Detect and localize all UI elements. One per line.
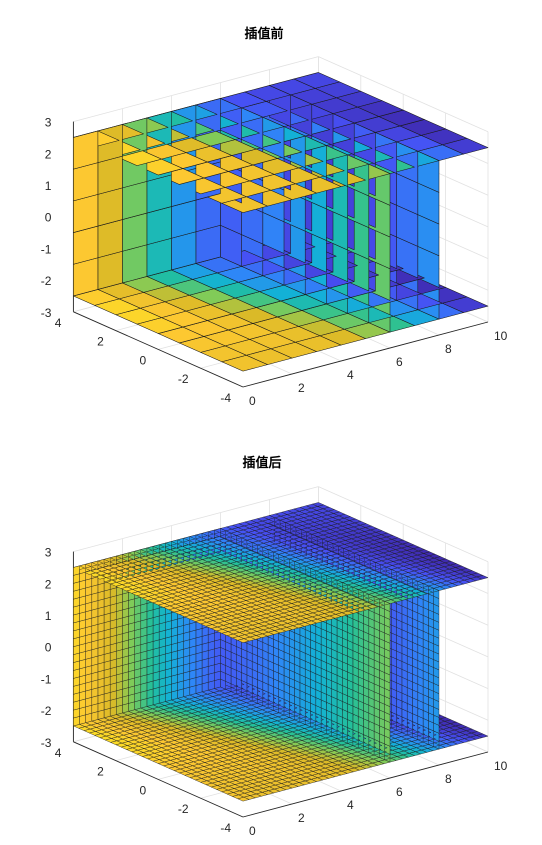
x-tick-label: 8 bbox=[445, 772, 452, 786]
grid-line bbox=[318, 56, 489, 133]
z-tick-label: 2 bbox=[45, 577, 52, 591]
z-tick-label: -3 bbox=[41, 736, 52, 750]
y-tick-label: 4 bbox=[55, 746, 62, 760]
x-tick-label: 10 bbox=[494, 329, 508, 343]
x-tick-label: 6 bbox=[396, 355, 403, 369]
x-tick-label: 0 bbox=[249, 394, 256, 408]
z-tick-label: 1 bbox=[45, 179, 52, 193]
z-tick-label: 0 bbox=[45, 211, 52, 225]
grid-line bbox=[73, 486, 319, 552]
z-tick-label: -2 bbox=[41, 704, 52, 718]
z-tick-label: -1 bbox=[41, 242, 52, 256]
x-tick-label: 2 bbox=[298, 381, 305, 395]
y-tick-label: 0 bbox=[140, 783, 147, 797]
y-axis bbox=[73, 311, 244, 388]
y-tick-label: 2 bbox=[97, 335, 104, 349]
x-tick-label: 10 bbox=[494, 759, 508, 773]
z-tick-label: 3 bbox=[45, 546, 52, 560]
z-tick-label: -2 bbox=[41, 274, 52, 288]
x-axis bbox=[242, 321, 489, 388]
x-tick-label: 6 bbox=[396, 785, 403, 799]
chart-title: 插值后 bbox=[242, 455, 281, 471]
y-tick-label: 2 bbox=[97, 765, 104, 779]
y-tick-label: -2 bbox=[178, 802, 189, 816]
y-axis bbox=[73, 741, 244, 818]
x-tick-label: 8 bbox=[445, 342, 452, 356]
y-tick-label: 0 bbox=[140, 353, 147, 367]
grid-line bbox=[318, 486, 489, 563]
surface-cell bbox=[73, 130, 99, 170]
x-tick-label: 4 bbox=[347, 798, 354, 812]
x-tick-label: 0 bbox=[249, 824, 256, 838]
y-tick-label: -4 bbox=[220, 391, 231, 405]
z-tick-label: -1 bbox=[41, 672, 52, 686]
z-tick-label: 2 bbox=[45, 147, 52, 161]
x-axis bbox=[242, 751, 489, 818]
z-tick-label: 0 bbox=[45, 641, 52, 655]
x-tick-label: 4 bbox=[347, 368, 354, 382]
z-tick-label: -3 bbox=[41, 306, 52, 320]
chart-title: 插值前 bbox=[244, 26, 283, 42]
y-tick-label: -2 bbox=[178, 372, 189, 386]
x-tick-label: 2 bbox=[298, 811, 305, 825]
z-tick-label: 3 bbox=[45, 116, 52, 130]
grid-line bbox=[73, 56, 319, 122]
y-tick-label: -4 bbox=[220, 821, 231, 835]
surface-cell bbox=[73, 565, 80, 576]
y-tick-label: 4 bbox=[55, 316, 62, 330]
z-tick-label: 1 bbox=[45, 609, 52, 623]
